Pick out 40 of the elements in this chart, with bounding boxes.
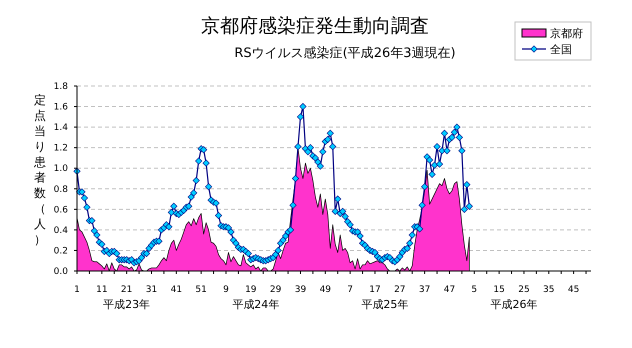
text: 平成23年 xyxy=(103,298,150,311)
x-tick-label: 35 xyxy=(543,285,555,295)
y-axis-title: 定点当り患者数（人） xyxy=(34,93,46,246)
y-tick-label: 0.0 xyxy=(54,267,68,277)
y-tick-label: 1.4 xyxy=(54,123,68,134)
y-tick-label: 1.6 xyxy=(54,102,68,113)
text: 平成25年 xyxy=(361,298,408,311)
x-tick-label: 31 xyxy=(146,285,158,295)
y-tick-label: 1.8 xyxy=(54,82,68,92)
chart-subtitle: RSウイルス感染症(平成26年3週現在) xyxy=(234,46,456,61)
x-tick-label: 47 xyxy=(444,285,456,295)
x-tick-label: 49 xyxy=(320,285,332,295)
text: 平成24年 xyxy=(232,298,280,311)
y-tick-label: 0.2 xyxy=(54,246,68,256)
chart-title: 京都府感染症発生動向調査 xyxy=(201,15,429,37)
x-tick-label: 7 xyxy=(347,285,354,295)
x-tick-label: 19 xyxy=(245,285,257,295)
x-tick-label: 39 xyxy=(294,285,306,295)
x-tick-label: 41 xyxy=(170,285,182,295)
x-tick-label: 21 xyxy=(120,285,132,295)
x-tick-label: 29 xyxy=(270,285,282,295)
x-tick-label: 25 xyxy=(518,285,530,295)
x-tick-label: 51 xyxy=(195,285,207,295)
y-tick-label: 0.4 xyxy=(54,226,68,236)
x-tick-label: 11 xyxy=(96,285,108,295)
x-tick-label: 45 xyxy=(568,285,580,295)
x-tick-label: 37 xyxy=(418,285,430,295)
text: 平成26年 xyxy=(490,298,538,311)
legend-label: 全国 xyxy=(550,43,572,56)
x-tick-label: 15 xyxy=(493,285,505,295)
x-tick-label: 27 xyxy=(394,285,406,295)
y-tick-label: 1.0 xyxy=(54,164,68,174)
y-tick-label: 0.8 xyxy=(54,184,68,195)
y-tick-label: 1.2 xyxy=(54,144,68,154)
x-tick-label: 9 xyxy=(223,285,230,295)
x-tick-label: 5 xyxy=(471,285,478,295)
x-tick-label: 1 xyxy=(74,285,80,295)
y-tick-label: 0.6 xyxy=(54,205,68,216)
legend-label: 京都府 xyxy=(550,27,583,40)
x-tick-label: 17 xyxy=(369,285,381,295)
